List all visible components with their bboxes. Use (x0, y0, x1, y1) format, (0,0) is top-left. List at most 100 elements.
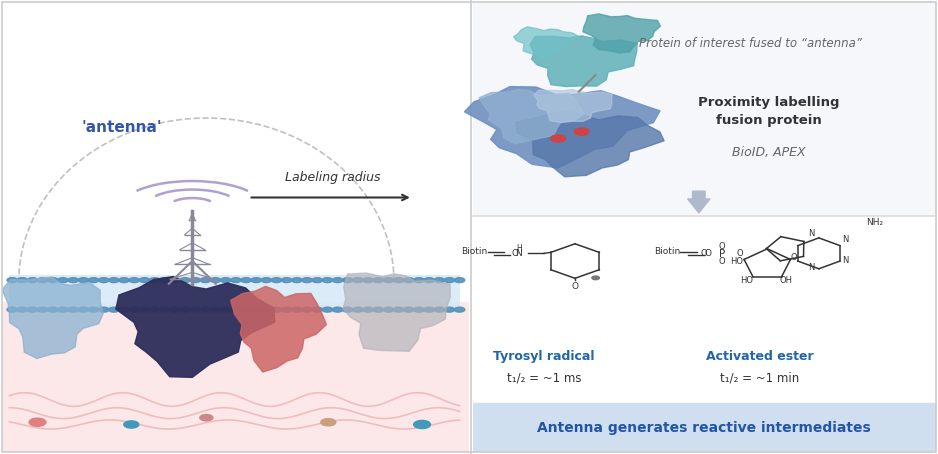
Polygon shape (231, 286, 326, 372)
Circle shape (109, 307, 119, 312)
Circle shape (68, 307, 79, 312)
Circle shape (454, 307, 464, 312)
Circle shape (58, 307, 68, 312)
Circle shape (384, 307, 394, 312)
Circle shape (241, 307, 251, 312)
Circle shape (231, 277, 241, 282)
FancyBboxPatch shape (9, 275, 460, 313)
Circle shape (98, 307, 109, 312)
Circle shape (68, 277, 79, 282)
Circle shape (271, 307, 281, 312)
Text: NH₂: NH₂ (866, 218, 883, 227)
Circle shape (574, 128, 589, 135)
Circle shape (393, 307, 403, 312)
Text: t₁/₂ = ~1 ms: t₁/₂ = ~1 ms (507, 371, 582, 384)
FancyArrowPatch shape (688, 191, 710, 213)
Circle shape (27, 307, 38, 312)
Circle shape (424, 307, 434, 312)
Text: N: N (842, 257, 848, 265)
Polygon shape (582, 14, 660, 53)
Text: H: H (516, 244, 522, 253)
Circle shape (200, 307, 210, 312)
Text: O: O (790, 253, 797, 262)
Text: N: N (809, 263, 814, 271)
Circle shape (190, 307, 201, 312)
Circle shape (180, 307, 190, 312)
Circle shape (109, 277, 119, 282)
FancyBboxPatch shape (473, 403, 936, 452)
Circle shape (220, 307, 231, 312)
Circle shape (281, 307, 292, 312)
Circle shape (321, 419, 336, 426)
Circle shape (353, 277, 363, 282)
FancyBboxPatch shape (473, 2, 936, 452)
Circle shape (129, 277, 140, 282)
Circle shape (323, 307, 333, 312)
Circle shape (139, 307, 149, 312)
Circle shape (332, 277, 342, 282)
Circle shape (332, 307, 342, 312)
Circle shape (414, 307, 424, 312)
Circle shape (551, 135, 566, 142)
Circle shape (119, 307, 129, 312)
Text: O: O (719, 242, 726, 251)
Circle shape (251, 277, 262, 282)
Circle shape (251, 307, 262, 312)
Circle shape (312, 307, 323, 312)
Circle shape (373, 307, 384, 312)
Circle shape (180, 277, 190, 282)
Polygon shape (2, 277, 103, 359)
Circle shape (363, 307, 373, 312)
Circle shape (48, 277, 58, 282)
Circle shape (88, 307, 98, 312)
Polygon shape (514, 27, 579, 58)
Circle shape (414, 277, 424, 282)
Text: Activated ester: Activated ester (706, 350, 813, 363)
Circle shape (139, 277, 149, 282)
Text: Biotin: Biotin (461, 247, 488, 257)
Circle shape (393, 277, 403, 282)
Circle shape (98, 277, 109, 282)
Circle shape (424, 277, 434, 282)
Circle shape (262, 277, 272, 282)
Circle shape (17, 307, 27, 312)
Text: 'antenna': 'antenna' (82, 119, 162, 135)
Circle shape (342, 277, 353, 282)
Circle shape (8, 307, 18, 312)
Circle shape (149, 277, 159, 282)
Text: O: O (701, 249, 707, 258)
Circle shape (403, 277, 414, 282)
Circle shape (292, 277, 302, 282)
Text: Tyrosyl radical: Tyrosyl radical (493, 350, 595, 363)
Circle shape (200, 277, 210, 282)
Circle shape (38, 277, 48, 282)
Text: O: O (704, 249, 711, 258)
Circle shape (88, 277, 98, 282)
Text: O: O (719, 257, 726, 266)
Circle shape (592, 276, 599, 280)
Circle shape (262, 307, 272, 312)
Circle shape (220, 277, 231, 282)
Circle shape (159, 307, 170, 312)
Polygon shape (464, 87, 660, 168)
Text: N: N (809, 229, 814, 238)
Circle shape (17, 277, 27, 282)
Circle shape (190, 277, 201, 282)
Circle shape (210, 307, 220, 312)
Circle shape (124, 421, 139, 428)
Circle shape (129, 307, 140, 312)
Circle shape (210, 277, 220, 282)
Circle shape (170, 277, 180, 282)
Text: BioID, APEX: BioID, APEX (733, 146, 806, 158)
Circle shape (403, 307, 414, 312)
Circle shape (353, 307, 363, 312)
Circle shape (200, 415, 213, 421)
Circle shape (373, 277, 384, 282)
FancyBboxPatch shape (473, 217, 936, 402)
Circle shape (454, 277, 464, 282)
Polygon shape (516, 111, 664, 177)
Circle shape (119, 277, 129, 282)
Text: OH: OH (779, 276, 793, 285)
FancyBboxPatch shape (2, 2, 469, 452)
Circle shape (292, 307, 302, 312)
